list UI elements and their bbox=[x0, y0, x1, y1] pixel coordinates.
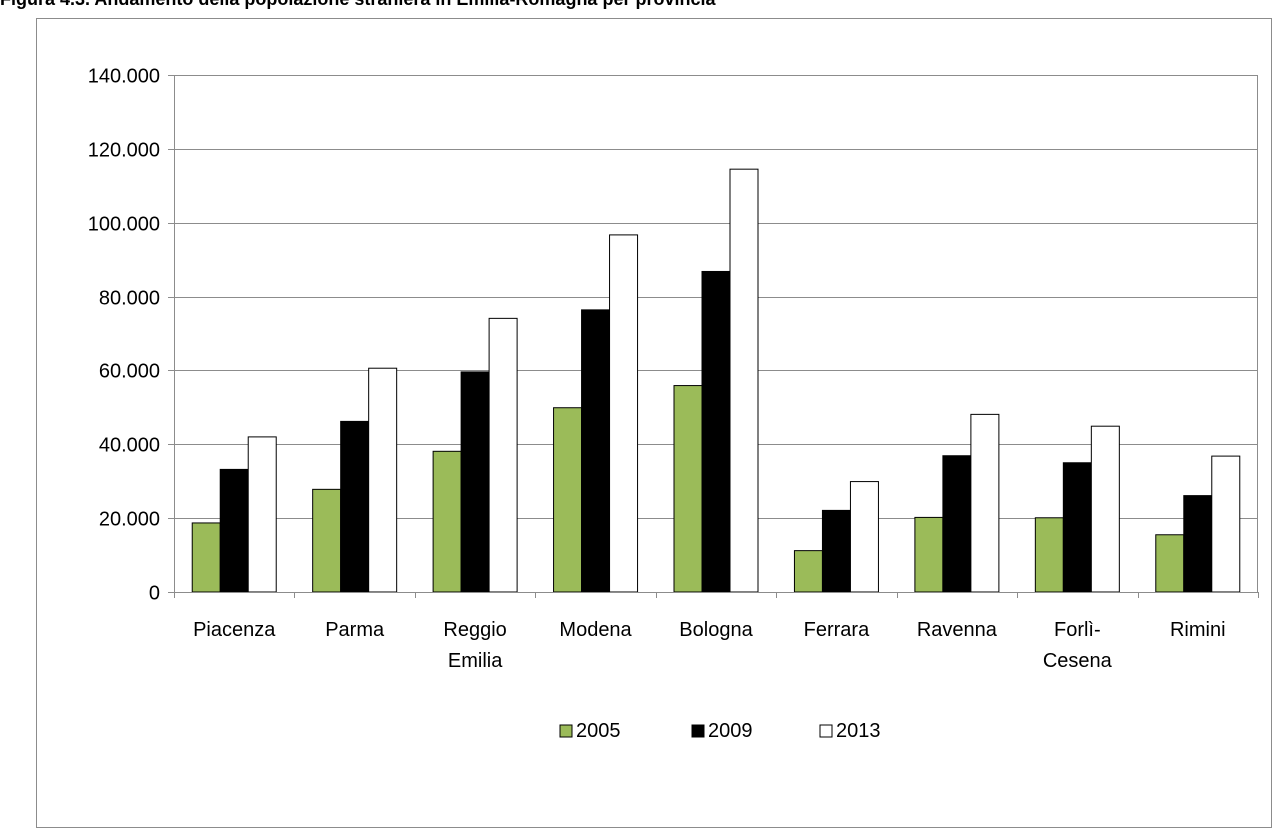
axes bbox=[168, 75, 1259, 598]
bar-2009 bbox=[701, 270, 731, 593]
bar-2009 bbox=[1062, 462, 1092, 593]
legend-swatch-2013 bbox=[819, 724, 833, 738]
bar-2005 bbox=[312, 488, 342, 593]
legend: 2005 2009 2013 bbox=[559, 720, 881, 742]
x-category-label: Modena bbox=[559, 619, 632, 641]
x-category-label: Rimini bbox=[1170, 619, 1226, 641]
bar-2005 bbox=[914, 516, 944, 593]
x-category-label: Ferrara bbox=[804, 619, 870, 641]
bar-2009 bbox=[1183, 495, 1213, 593]
y-tick-label: 100.000 bbox=[88, 214, 160, 236]
y-tick-label: 0 bbox=[149, 583, 160, 605]
bar-2009 bbox=[340, 420, 370, 593]
y-tick-label: 120.000 bbox=[88, 140, 160, 162]
x-category-label: Piacenza bbox=[193, 619, 276, 641]
bars bbox=[191, 168, 1241, 593]
y-tick-label: 80.000 bbox=[99, 288, 160, 310]
bar-2013 bbox=[1211, 455, 1241, 593]
legend-label: 2005 bbox=[576, 720, 621, 742]
bar-2013 bbox=[729, 168, 759, 593]
y-tick-label: 60.000 bbox=[99, 361, 160, 383]
legend-swatch-2005 bbox=[559, 724, 573, 738]
bar-2005 bbox=[793, 550, 823, 593]
x-category-label: Reggio Emilia bbox=[443, 619, 506, 672]
legend-label: 2013 bbox=[836, 720, 881, 742]
bar-2005 bbox=[191, 522, 221, 593]
bar-2009 bbox=[942, 455, 972, 593]
bar-2005 bbox=[673, 385, 703, 593]
x-category-label: Forlì-Cesena bbox=[1043, 619, 1113, 672]
bar-2005 bbox=[432, 450, 462, 593]
y-tick-label: 40.000 bbox=[99, 435, 160, 457]
bar-2013 bbox=[609, 234, 639, 593]
bar-2005 bbox=[1034, 517, 1064, 593]
figure-caption: Figura 4.3. Andamento della popolazione … bbox=[0, 0, 1275, 10]
legend-label: 2009 bbox=[708, 720, 753, 742]
bar-2005 bbox=[553, 407, 583, 593]
legend-swatch-2009 bbox=[691, 724, 705, 738]
bar-2013 bbox=[247, 436, 277, 593]
x-category-label: Parma bbox=[325, 619, 385, 641]
bar-2009 bbox=[581, 309, 611, 593]
bar-2009 bbox=[460, 371, 490, 593]
y-tick-label: 20.000 bbox=[99, 509, 160, 531]
bar-2009 bbox=[821, 509, 851, 593]
bar-2009 bbox=[219, 468, 249, 593]
bar-2013 bbox=[970, 413, 1000, 593]
y-tick-labels: 0 20.000 40.000 60.000 80.000 100.000 120.000 1… bbox=[88, 66, 160, 605]
bar-2013 bbox=[488, 317, 518, 593]
y-tick-label: 140.000 bbox=[88, 66, 160, 88]
bar-2013 bbox=[368, 367, 398, 593]
bar-2005 bbox=[1155, 534, 1185, 593]
x-category-label: Ravenna bbox=[917, 619, 998, 641]
x-category-label: Bologna bbox=[679, 619, 753, 641]
x-category-labels: Piacenza Parma Reggio Emilia Modena Bologna Fe… bbox=[193, 619, 1225, 672]
bar-2013 bbox=[1090, 425, 1120, 593]
bar-2013 bbox=[849, 481, 879, 593]
